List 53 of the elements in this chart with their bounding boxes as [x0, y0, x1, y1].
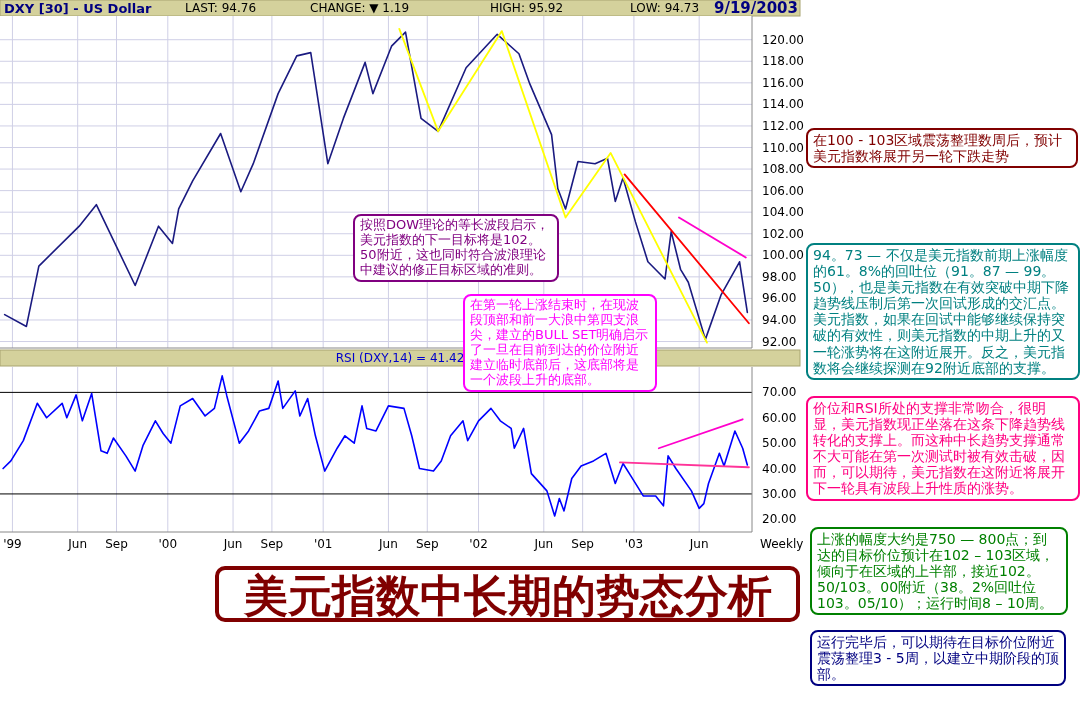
x-tick-label: '03	[624, 537, 644, 551]
y-tick-label: 92.00	[762, 334, 797, 349]
y-tick-label: 100.00	[762, 248, 804, 263]
y-tick-label: 106.00	[762, 183, 804, 198]
text: CHANGE: ▼ 1.19	[310, 1, 410, 15]
text: 运行完毕后，可以期待在目标价位附近震荡整理3 - 5周，以建立中期阶段的顶部。	[810, 630, 1066, 687]
y-tick-label: 60.00	[762, 410, 797, 425]
y-tick-label: 108.00	[762, 162, 804, 177]
y-tick-label: 114.00	[762, 97, 804, 112]
x-tick-label: Sep	[415, 537, 439, 551]
text: 价位和RSI所处的支撑非常吻合，很明显，美元指数现正坐落在这条下降趋势线转化的支撑上。而这种中长趋势支撑通常不大可能在第一次测试时被有效击破，因而，可以期待，美元指数在这附近将展开下一轮具有波段上升性质的涨势。	[806, 396, 1080, 501]
text: LAST: 94.76	[185, 1, 257, 15]
y-tick-label: 20.00	[762, 512, 797, 527]
text: 美元指数中长期的势态分析	[215, 566, 800, 622]
y-tick-label: 102.00	[762, 226, 804, 241]
annotation: 按照DOW理论的等长波段启示，美元指数的下一目标将是102。50附近，这也同时符合波浪理论中建议的修正目标区域的准则。	[353, 214, 559, 282]
y-tick-label: 120.00	[762, 32, 804, 47]
y-tick-label: 112.00	[762, 118, 804, 133]
x-tick-label: '00	[158, 537, 178, 551]
x-tick-label: Jun	[222, 537, 243, 551]
text: 在100 - 103区域震荡整理数周后，预计美元指数将展开另一轮下跌走势	[806, 128, 1078, 169]
text: LOW: 94.73	[630, 1, 700, 15]
y-tick-label: 118.00	[762, 54, 804, 69]
text: 上涨的幅度大约是750 — 800点；到达的目标价位预计在102 – 103区域，倾向于在区域的上半部，接近102。50/103。00附近（38。2%回吐位103。05/10）；运行时间8 – 10周。	[810, 527, 1068, 616]
annotation: 在第一轮上涨结束时，在现波段顶部和前一大浪中第四支浪尖，建立的BULL SET明确启示了一旦在目前到达的价位附近建立临时底部后，这底部将是一个波段上升的底部。	[463, 294, 657, 392]
y-tick-label: 50.00	[762, 436, 797, 451]
annotation: 9/19/2003	[713, 0, 798, 17]
x-tick-label: Sep	[105, 537, 128, 551]
x-tick-label: '02	[469, 537, 488, 551]
x-tick-label: Jun	[378, 537, 398, 551]
y-tick-label: 116.00	[762, 75, 804, 90]
chart-title: DXY [30] - US Dollar	[4, 1, 153, 16]
y-tick-label: 30.00	[762, 486, 797, 501]
chart-title: RSI (DXY,14) = 41.42	[335, 351, 465, 365]
x-tick-label: Sep	[260, 537, 284, 551]
y-tick-label: 70.00	[762, 385, 797, 400]
text: HIGH: 95.92	[490, 1, 564, 15]
y-tick-label: 40.00	[762, 461, 797, 476]
y-tick-label: 110.00	[762, 140, 804, 155]
text: 94。73 — 不仅是美元指数前期上涨幅度的61。8%的回吐位（91。87 — 99。50），也是美元指数在有效突破中期下降趋势线压制后第一次回试形成的交汇点。美元指数，如果在回试中能够继续保持突破的有效性，则美元指数的中期上升的又一轮涨势将在这附近展开。反之，美元指数将会继续探测在92附近底部的支撑。	[806, 243, 1080, 380]
x-tick-label: Jun	[688, 537, 709, 551]
y-tick-label: 96.00	[762, 291, 797, 306]
x-tick-label: Jun	[533, 537, 554, 551]
line-series	[2, 375, 749, 517]
y-tick-label: 98.00	[762, 269, 797, 284]
text: Weekly	[760, 537, 804, 551]
x-tick-label: Sep	[571, 537, 594, 551]
y-tick-label: 94.00	[762, 312, 797, 327]
y-tick-label: 104.00	[762, 205, 804, 220]
line-series	[3, 31, 749, 341]
x-tick-label: Jun	[67, 537, 88, 551]
x-tick-label: '01	[313, 537, 333, 551]
x-tick-label: '99	[3, 537, 22, 551]
